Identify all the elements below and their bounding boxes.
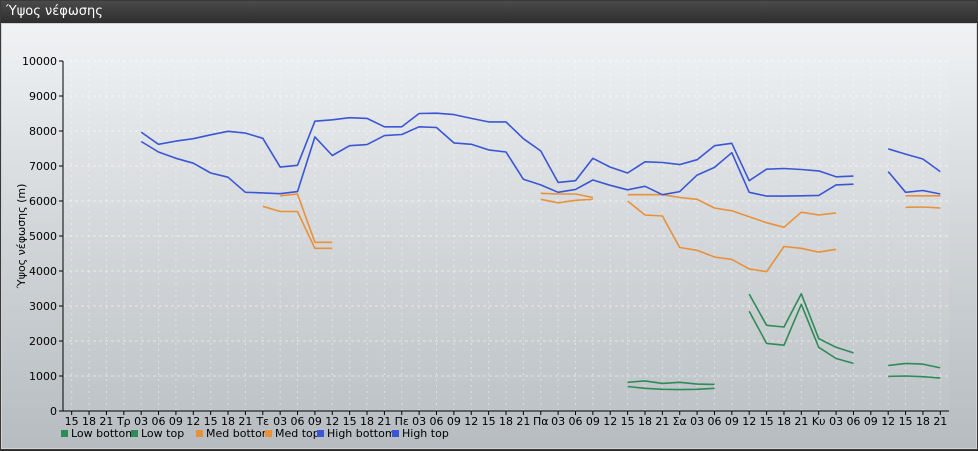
x-tick-label: 21 xyxy=(933,415,947,428)
y-tick-label: 0 xyxy=(50,405,57,418)
legend-item-high-top: High top xyxy=(402,427,449,440)
y-tick-label: 8000 xyxy=(29,125,57,138)
y-tick-label: 9000 xyxy=(29,90,57,103)
y-tick-label: 1000 xyxy=(29,370,57,383)
y-tick-label: 4000 xyxy=(29,265,57,278)
y-tick-label: 6000 xyxy=(29,195,57,208)
x-tick-label: 09 xyxy=(864,415,878,428)
legend-swatch xyxy=(392,430,399,437)
x-tick-label: 15 xyxy=(482,415,496,428)
x-tick-label: 06 xyxy=(430,415,444,428)
legend-item-high-bottom: High bottom xyxy=(327,427,396,440)
x-tick-label: 21 xyxy=(655,415,669,428)
x-tick-label: 12 xyxy=(881,415,895,428)
x-tick-label: 09 xyxy=(586,415,600,428)
x-tick-label: Κυ xyxy=(812,415,826,428)
x-tick-label: 03 xyxy=(412,415,426,428)
x-tick-label: 06 xyxy=(568,415,582,428)
series-line-high-bottom xyxy=(140,126,941,197)
x-tick-label: 12 xyxy=(603,415,617,428)
x-tick-label: 15 xyxy=(760,415,774,428)
x-tick-label: 03 xyxy=(273,415,287,428)
x-tick-label: 15 xyxy=(343,415,357,428)
x-tick-label: 18 xyxy=(360,415,374,428)
y-tick-label: 3000 xyxy=(29,300,57,313)
y-tick-label: 2000 xyxy=(29,335,57,348)
x-tick-label: 15 xyxy=(899,415,913,428)
x-tick-label: 18 xyxy=(777,415,791,428)
x-tick-label: 18 xyxy=(499,415,513,428)
x-tick-label: 03 xyxy=(551,415,565,428)
series-line-med-top xyxy=(280,192,941,244)
legend-item-med-bottom: Med bottom xyxy=(206,427,273,440)
x-tick-label: 18 xyxy=(638,415,652,428)
x-tick-label: 12 xyxy=(186,415,200,428)
x-tick-label: 03 xyxy=(829,415,843,428)
series-line-low-top xyxy=(627,293,941,386)
legend-swatch xyxy=(61,430,68,437)
x-tick-label: 09 xyxy=(308,415,322,428)
x-tick-label: 21 xyxy=(377,415,391,428)
y-tick-label: 10000 xyxy=(22,55,57,68)
y-axis-title: Ύψος νέφωσης (m) xyxy=(15,184,28,290)
legend-swatch xyxy=(265,430,272,437)
series-line-high-top xyxy=(140,112,941,184)
legend-swatch xyxy=(131,430,138,437)
series-line-low-bottom xyxy=(627,303,941,391)
x-tick-label: 15 xyxy=(204,415,218,428)
x-tick-label: 06 xyxy=(846,415,860,428)
window-title: Ύψος νέφωσης xyxy=(1,1,977,23)
x-tick-label: 12 xyxy=(325,415,339,428)
x-tick-label: 18 xyxy=(916,415,930,428)
legend-item-med-top: Med top xyxy=(275,427,320,440)
x-tick-label: 06 xyxy=(152,415,166,428)
legend-item-low-top: Low top xyxy=(141,427,184,440)
x-tick-label: 21 xyxy=(99,415,113,428)
x-tick-label: 18 xyxy=(82,415,96,428)
x-tick-label: 09 xyxy=(447,415,461,428)
x-tick-label: Τρ xyxy=(116,415,131,428)
legend-swatch xyxy=(317,430,324,437)
x-tick-label: 06 xyxy=(291,415,305,428)
x-tick-label: Πε xyxy=(395,415,409,428)
x-tick-label: 21 xyxy=(238,415,252,428)
x-tick-label: 18 xyxy=(221,415,235,428)
legend-swatch xyxy=(196,430,203,437)
y-tick-label: 7000 xyxy=(29,160,57,173)
x-tick-label: 03 xyxy=(134,415,148,428)
y-tick-label: 5000 xyxy=(29,230,57,243)
x-tick-label: 03 xyxy=(690,415,704,428)
x-tick-label: Σα xyxy=(673,415,687,428)
x-tick-label: 12 xyxy=(464,415,478,428)
x-tick-label: 21 xyxy=(794,415,808,428)
series-line-med-bottom xyxy=(262,198,941,273)
x-tick-label: 12 xyxy=(742,415,756,428)
x-tick-label: 09 xyxy=(169,415,183,428)
x-tick-label: 15 xyxy=(621,415,635,428)
x-tick-label: Πα xyxy=(533,415,549,428)
x-tick-label: 09 xyxy=(725,415,739,428)
x-tick-label: 15 xyxy=(65,415,79,428)
x-tick-label: 06 xyxy=(707,415,721,428)
x-tick-label: 21 xyxy=(516,415,530,428)
x-tick-label: Τε xyxy=(255,415,269,428)
legend-item-low-bottom: Low bottom xyxy=(71,427,136,440)
